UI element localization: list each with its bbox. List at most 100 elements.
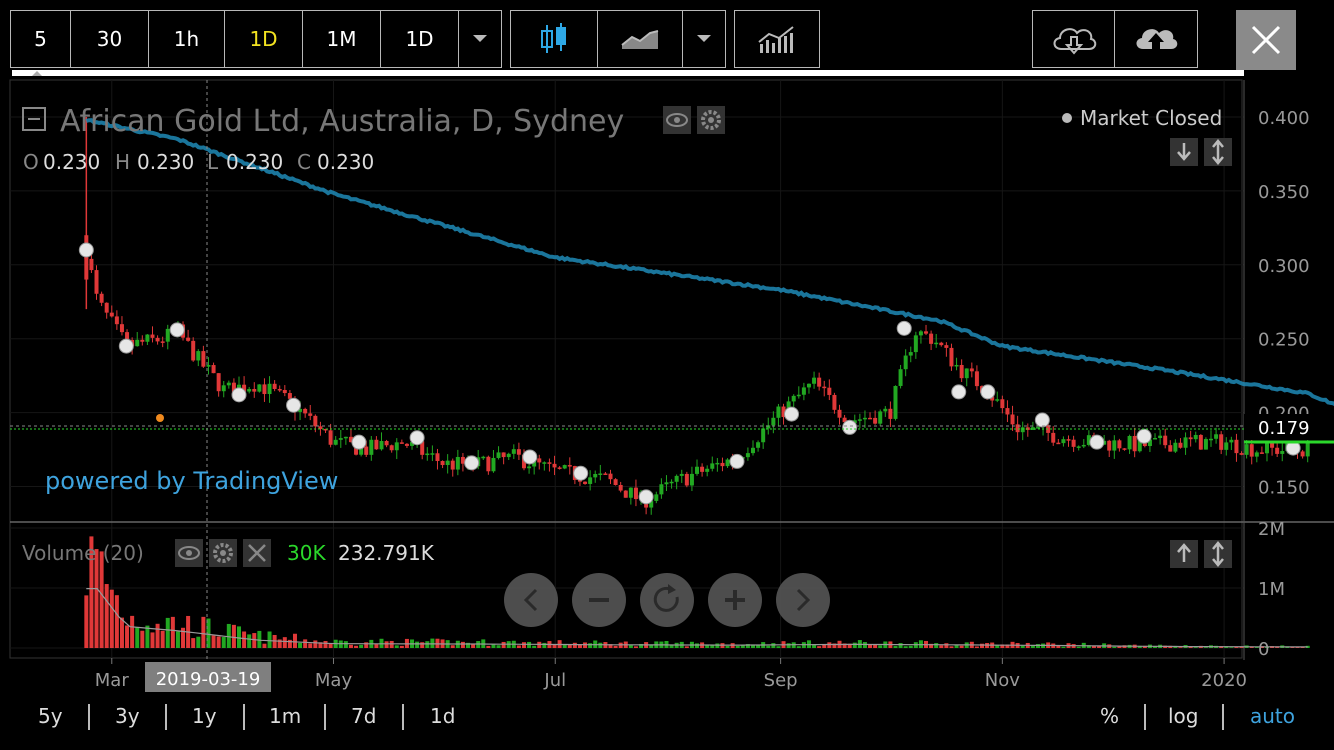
- candle-body: [537, 458, 542, 463]
- candle-body: [1117, 440, 1122, 449]
- volume-eye-icon[interactable]: [175, 539, 203, 567]
- volume-bar: [577, 644, 582, 648]
- interval-dropdown[interactable]: [459, 11, 501, 67]
- gear-icon[interactable]: [697, 106, 725, 134]
- time-axis: Mar May Jul Sep Nov 2020: [95, 658, 1247, 691]
- candle-body: [1020, 427, 1025, 433]
- volume-bar: [430, 638, 435, 648]
- zoom-out-button[interactable]: [572, 573, 626, 627]
- range-1y[interactable]: 1y: [192, 704, 217, 728]
- candle-body: [1076, 446, 1081, 448]
- watermark[interactable]: powered by TradingView: [45, 467, 338, 495]
- event-marker: [231, 387, 247, 403]
- candle-body: [995, 399, 1000, 401]
- candle-body: [160, 341, 165, 343]
- candle-body: [583, 481, 588, 484]
- volume-bar: [827, 642, 832, 648]
- candle-body: [1168, 445, 1173, 452]
- load-chart-button[interactable]: [1033, 11, 1115, 67]
- candle-body: [201, 351, 206, 367]
- volume-bar: [140, 630, 145, 648]
- range-1m[interactable]: 1m: [269, 704, 302, 728]
- candle-body: [1030, 427, 1035, 430]
- event-marker: [1089, 434, 1105, 450]
- volume-gear-icon[interactable]: [209, 539, 237, 567]
- candle-body: [908, 352, 913, 356]
- candle-body: [440, 461, 445, 466]
- log-scale-toggle[interactable]: log: [1168, 704, 1199, 728]
- candle-body: [318, 426, 323, 429]
- candle-body: [832, 394, 837, 410]
- candle-body: [1183, 437, 1188, 448]
- percent-scale-toggle[interactable]: %: [1100, 704, 1120, 728]
- volume-bar: [516, 645, 521, 648]
- price-tick-label: 0.350: [1258, 182, 1310, 203]
- interval-1d-active[interactable]: 1D: [225, 11, 303, 67]
- candle-body: [420, 441, 425, 455]
- market-status: Market Closed: [1080, 106, 1222, 130]
- candle-body: [1275, 447, 1280, 454]
- volume-bar: [542, 642, 547, 648]
- candle-body: [842, 417, 847, 423]
- candlestick-button[interactable]: [511, 11, 599, 67]
- scale-fit-icon[interactable]: [1204, 138, 1232, 166]
- scroll-right-button[interactable]: [776, 573, 830, 627]
- interval-1m[interactable]: 1M: [303, 11, 381, 67]
- interval-30[interactable]: 30: [71, 11, 149, 67]
- reset-button[interactable]: [640, 573, 694, 627]
- event-marker: [951, 384, 967, 400]
- volume-bar: [170, 616, 175, 648]
- dividend-marker[interactable]: [156, 414, 164, 422]
- volume-bar: [639, 643, 644, 648]
- scale-down-icon[interactable]: [1170, 138, 1198, 166]
- volume-scale-fit-icon[interactable]: [1204, 540, 1232, 568]
- volume-bar: [191, 638, 196, 648]
- range-3y[interactable]: 3y: [115, 704, 140, 728]
- volume-bar: [725, 645, 730, 648]
- chevron-right-icon: [796, 588, 811, 612]
- volume-bar: [501, 641, 506, 648]
- interval-1d[interactable]: 1D: [381, 11, 459, 67]
- candle-body: [613, 479, 618, 485]
- zoom-in-button[interactable]: [708, 573, 762, 627]
- candle-body: [1147, 439, 1152, 447]
- range-1d[interactable]: 1d: [430, 704, 456, 728]
- indicators-button[interactable]: [735, 11, 819, 67]
- volume-scale-up-icon[interactable]: [1170, 540, 1198, 568]
- volume-bar: [847, 643, 852, 648]
- volume-value-ma: 30K: [287, 541, 326, 565]
- candle-body: [862, 417, 867, 420]
- volume-bar: [308, 643, 313, 648]
- volume-remove-icon[interactable]: [243, 539, 271, 567]
- auto-scale-toggle[interactable]: auto: [1250, 704, 1296, 728]
- chart-type-dropdown[interactable]: [683, 11, 725, 67]
- grid: [10, 80, 1244, 658]
- close-button[interactable]: [1236, 10, 1296, 70]
- eye-icon[interactable]: [663, 106, 691, 134]
- volume-bar: [710, 645, 715, 648]
- volume-bar: [211, 635, 216, 648]
- area-chart-button[interactable]: [598, 11, 684, 67]
- candle-body: [817, 377, 822, 387]
- candle-body: [328, 430, 333, 445]
- volume-bar: [221, 636, 226, 648]
- volume-bar: [521, 642, 526, 648]
- collapse-legend-icon[interactable]: [22, 107, 46, 131]
- range-7d[interactable]: 7d: [351, 704, 377, 728]
- horizontal-scrollbar[interactable]: [12, 70, 1244, 76]
- range-5y[interactable]: 5y: [38, 704, 63, 728]
- volume-bar: [756, 645, 761, 648]
- candle-body: [588, 477, 593, 484]
- volume-bar: [313, 640, 318, 648]
- save-chart-button[interactable]: [1115, 11, 1197, 67]
- volume-bar: [766, 645, 771, 648]
- candle-body: [1239, 453, 1244, 455]
- interval-1h[interactable]: 1h: [149, 11, 225, 67]
- volume-bar: [695, 643, 700, 648]
- scroll-left-button[interactable]: [504, 573, 558, 627]
- moving-average-line: [85, 118, 1334, 406]
- candle-body: [1219, 434, 1224, 450]
- interval-5[interactable]: 5: [11, 11, 71, 67]
